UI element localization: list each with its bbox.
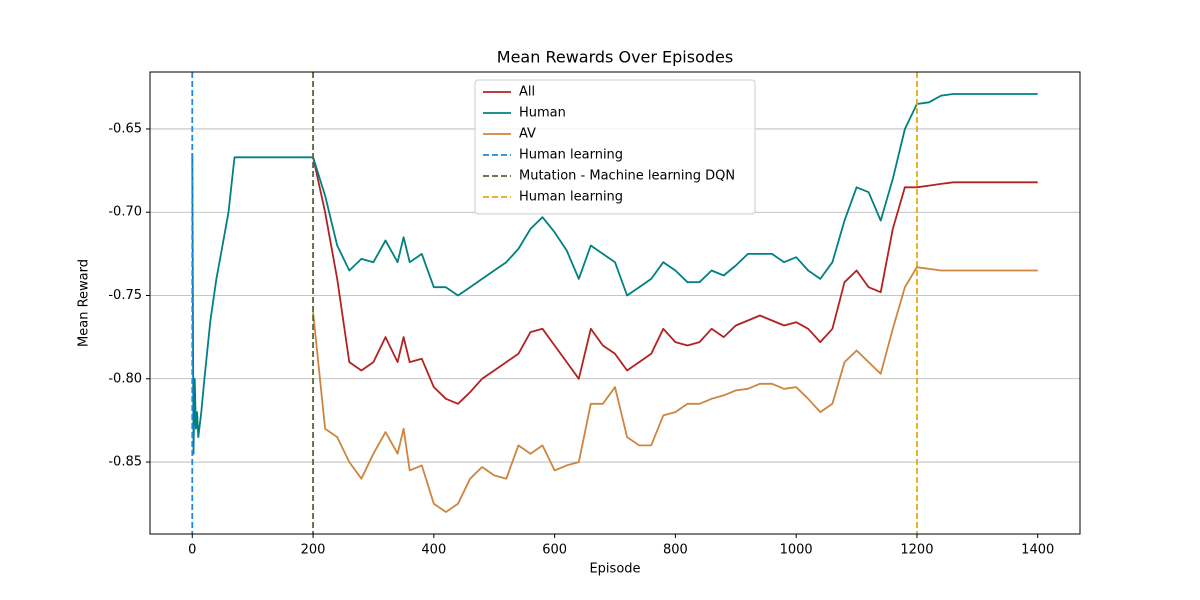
y-tick-label: -0.70	[108, 205, 142, 220]
chart-title: Mean Rewards Over Episodes	[497, 48, 733, 67]
x-axis-label: Episode	[589, 562, 640, 577]
legend-label: Human learning	[519, 190, 623, 205]
y-tick-label: -0.75	[108, 288, 142, 303]
y-tick-label: -0.80	[108, 371, 142, 386]
legend-label: Human learning	[519, 148, 623, 163]
x-tick-label: 600	[542, 543, 567, 558]
x-tick-label: 800	[663, 543, 688, 558]
x-tick-label: 400	[421, 543, 446, 558]
series-line	[191, 93, 1038, 455]
legend-box	[474, 79, 756, 215]
y-axis-label: Mean Reward	[77, 259, 92, 347]
legend-label: AV	[519, 127, 536, 142]
y-tick-label: -0.65	[108, 121, 142, 136]
x-tick-label: 200	[301, 543, 326, 558]
series-line	[312, 266, 1038, 513]
y-tick-label: -0.85	[108, 455, 142, 470]
legend-label: Mutation - Machine learning DQN	[519, 169, 735, 184]
x-tick-label: 0	[188, 543, 196, 558]
plot-frame	[149, 71, 1081, 535]
x-tick-label: 1200	[900, 543, 933, 558]
legend-label: All	[519, 85, 535, 100]
x-tick-label: 1000	[780, 543, 813, 558]
legend-label: Human	[519, 106, 566, 121]
x-tick-label: 1400	[1021, 543, 1054, 558]
series-line	[312, 157, 1038, 405]
